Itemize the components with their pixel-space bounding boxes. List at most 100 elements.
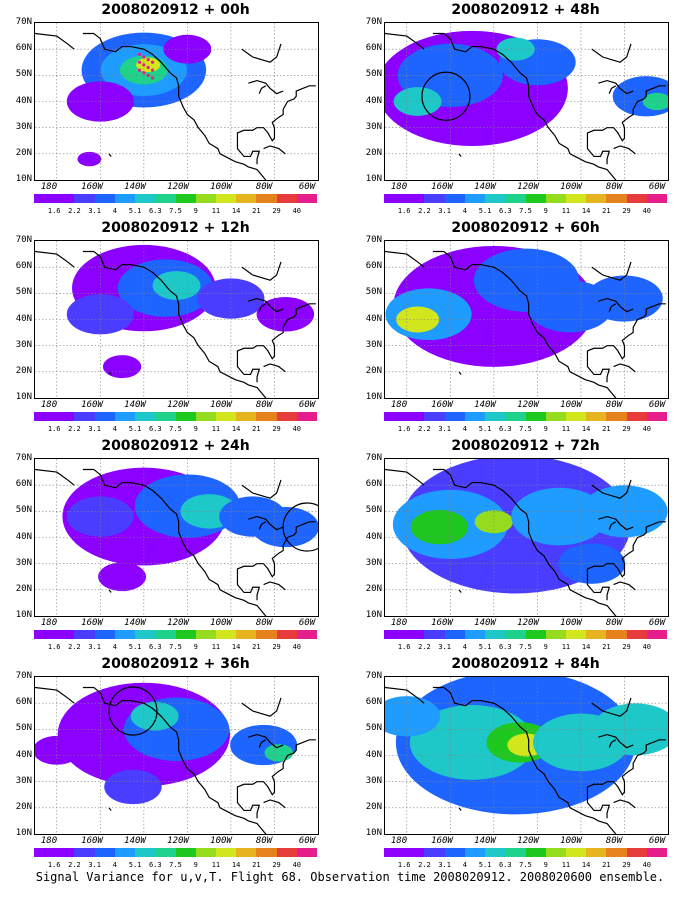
- colorbar-label: 2.2: [418, 425, 431, 433]
- colorbar-label: 1.6: [397, 207, 411, 215]
- colorbar-cell: [256, 194, 277, 203]
- lat-label: 60N: [365, 479, 382, 490]
- colorbar-cell: [54, 848, 75, 857]
- colorbar-label: 21: [602, 207, 611, 215]
- map-panel: 2008020912 + 00h 70N 60N 50N 40N 30N 20N 10N 180…: [0, 0, 340, 220]
- lon-label: 160W: [431, 400, 453, 410]
- coastline: [613, 581, 636, 591]
- colorbar-labels: 1.6 2.2 3.1 4 5.1 6.3 7.5 9 11 14 21 29 40: [384, 425, 667, 434]
- variance-contour: [163, 34, 212, 64]
- lon-label: 120W: [517, 182, 539, 192]
- panel-title: 2008020912 + 72h: [451, 438, 600, 454]
- colorbar-label: 6.3: [148, 861, 162, 869]
- panel-title: 2008020912 + 12h: [101, 220, 250, 236]
- observation-marker: [142, 71, 146, 75]
- coastline: [258, 739, 267, 748]
- lon-label: 100W: [210, 400, 232, 410]
- colorbar: [34, 412, 318, 422]
- coastline: [236, 356, 261, 383]
- colorbar-label: 21: [252, 425, 261, 433]
- lon-label: 120W: [167, 618, 189, 628]
- colorbar-label: 9: [543, 425, 548, 433]
- colorbar: [34, 630, 318, 640]
- colorbar-label: 7.5: [169, 207, 182, 215]
- coastline: [586, 356, 611, 383]
- lat-label: 10N: [365, 610, 382, 620]
- lat-label: 10N: [15, 610, 32, 620]
- colorbar-label: 9: [543, 643, 548, 651]
- colorbar-label: 40: [642, 861, 651, 869]
- coastline: [82, 32, 267, 180]
- observation-marker: [150, 76, 155, 80]
- colorbar-label: 1.6: [47, 643, 61, 651]
- colorbar-cell: [485, 194, 506, 203]
- coastline: [82, 468, 267, 616]
- colorbar-label: 14: [231, 425, 241, 433]
- coastline: [458, 589, 462, 593]
- coastline: [82, 250, 267, 398]
- lon-label: 160W: [81, 618, 103, 628]
- colorbar: [34, 194, 318, 204]
- lat-label: 60N: [15, 261, 32, 272]
- variance-contour: [410, 509, 469, 545]
- coastline: [35, 32, 75, 50]
- colorbar-label: 40: [292, 425, 301, 433]
- colorbar-label: 3.1: [88, 861, 101, 869]
- colorbar-label: 21: [602, 643, 611, 651]
- lat-label: 40N: [365, 95, 382, 106]
- colorbar-cell: [114, 848, 136, 857]
- variance-contour: [251, 506, 318, 548]
- lon-label: 80W: [605, 618, 623, 628]
- coastline: [608, 521, 617, 530]
- lat-label: 10N: [15, 174, 32, 184]
- colorbar-cell: [34, 194, 55, 203]
- coastline: [236, 303, 316, 360]
- colorbar-labels: 1.6 2.2 3.1 4 5.1 6.3 7.5 9 11 14 21 29 40: [34, 643, 317, 652]
- map-canvas: [385, 459, 668, 616]
- lon-label: 60W: [298, 618, 316, 628]
- colorbar-label: 6.3: [498, 861, 512, 869]
- lon-label: 160W: [81, 182, 103, 192]
- lat-label: 20N: [15, 801, 32, 812]
- lat-label: 50N: [15, 287, 32, 298]
- colorbar-cell: [626, 412, 647, 421]
- coastline: [458, 371, 462, 375]
- coastline: [236, 739, 316, 796]
- colorbar-label: 40: [292, 643, 301, 651]
- colorbar-cell: [384, 848, 405, 857]
- variance-map: [384, 240, 669, 399]
- colorbar-label: 29: [622, 207, 631, 215]
- colorbar-cell: [424, 194, 445, 203]
- colorbar: [384, 848, 668, 858]
- lon-label: 140W: [124, 836, 146, 846]
- map-canvas: [35, 241, 318, 398]
- coastline: [458, 807, 462, 811]
- colorbar-label: 40: [642, 643, 651, 651]
- colorbar-label: 4: [462, 207, 467, 215]
- lon-label: 100W: [560, 182, 582, 192]
- colorbar-cell: [424, 848, 445, 857]
- colorbar-cell: [155, 848, 176, 857]
- lon-label: 100W: [210, 182, 232, 192]
- lon-label: 80W: [605, 182, 623, 192]
- colorbar-cell: [215, 194, 237, 203]
- coastline: [35, 468, 75, 486]
- lon-label: 80W: [605, 836, 623, 846]
- colorbar-label: 4: [112, 643, 117, 651]
- colorbar-label: 40: [642, 425, 651, 433]
- colorbar-cell: [505, 630, 526, 639]
- coastline: [432, 686, 617, 834]
- colorbar-label: 6.3: [498, 207, 512, 215]
- colorbar-label: 14: [231, 207, 241, 215]
- colorbar-cell: [444, 412, 465, 421]
- colorbar-cell: [195, 848, 216, 857]
- coastline: [591, 261, 632, 281]
- colorbar-cell: [236, 848, 257, 857]
- lon-label: 180: [40, 182, 58, 192]
- lon-label: 160W: [431, 836, 453, 846]
- colorbar-cell: [296, 194, 318, 203]
- lat-label: 70N: [15, 671, 32, 681]
- observation-marker: [137, 60, 142, 64]
- colorbar-label: 4: [462, 643, 467, 651]
- coastline: [591, 43, 632, 63]
